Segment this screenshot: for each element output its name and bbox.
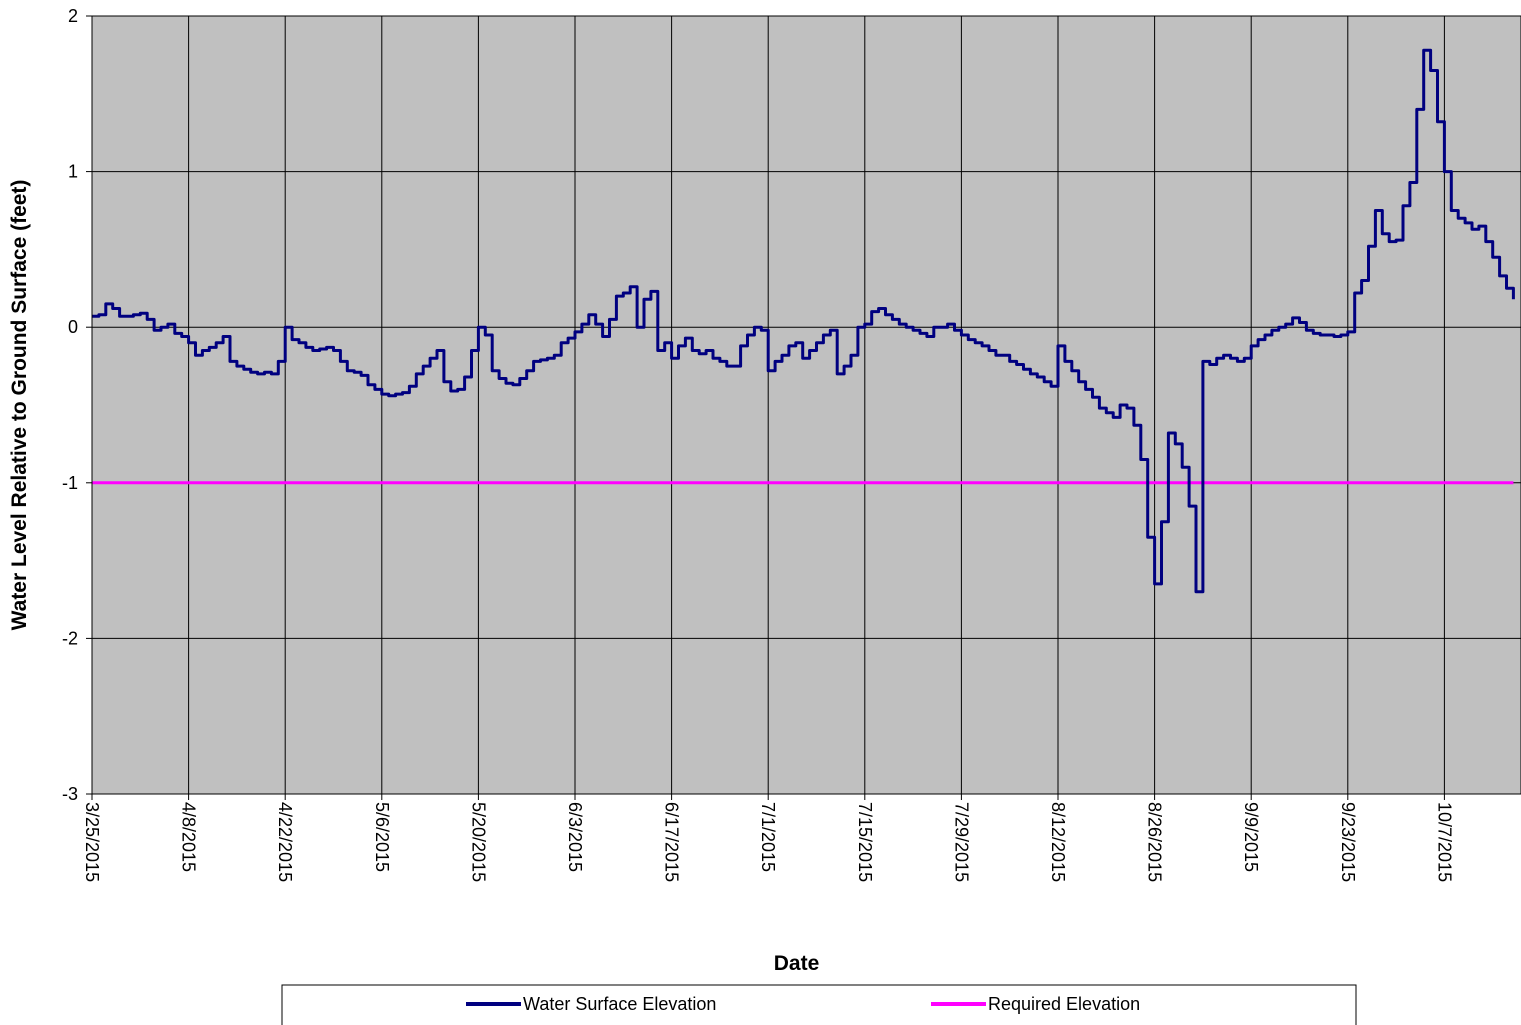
x-tick-label: 5/6/2015 [372, 802, 392, 872]
x-tick-label: 7/29/2015 [951, 802, 971, 882]
x-tick-label: 7/15/2015 [855, 802, 875, 882]
x-tick-label: 6/17/2015 [662, 802, 682, 882]
x-tick-label: 8/26/2015 [1145, 802, 1165, 882]
x-tick-label: 4/8/2015 [179, 802, 199, 872]
y-tick-label: -1 [62, 473, 78, 493]
x-axis-title: Date [774, 952, 820, 975]
x-tick-label: 6/3/2015 [565, 802, 585, 872]
plot-border [91, 15, 1521, 795]
x-tick-label: 7/1/2015 [758, 802, 778, 872]
legend-label-required: Required Elevation [988, 994, 1140, 1014]
legend-box [281, 984, 1357, 1025]
x-axis-ticks: 3/25/2015 4/8/2015 4/22/2015 5/6/2015 5/20/2… [82, 794, 1454, 882]
x-gridlines [91, 16, 1445, 794]
y-axis-ticks: 2 1 0 -1 -2 -3 [62, 6, 92, 804]
y-tick-label: 0 [68, 317, 78, 337]
x-tick-label: 5/20/2015 [468, 802, 488, 882]
y-tick-label: 1 [68, 162, 78, 182]
x-tick-label: 3/25/2015 [82, 802, 102, 882]
series-line-water-surface-elevation [92, 48, 1515, 594]
y-tick-label: 2 [68, 6, 78, 26]
y-tick-label: -3 [62, 784, 78, 804]
y-tick-label: -2 [62, 628, 78, 648]
x-tick-label: 9/23/2015 [1338, 802, 1358, 882]
x-tick-label: 8/12/2015 [1048, 802, 1068, 882]
x-tick-label: 4/22/2015 [275, 802, 295, 882]
plot-area [92, 16, 1521, 794]
y-axis-title: Water Level Relative to Ground Surface (… [8, 180, 31, 631]
x-tick-label: 10/7/2015 [1434, 802, 1454, 882]
legend: Water Surface Elevation Required Elevati… [281, 984, 1357, 1025]
series-layer [92, 48, 1515, 594]
x-tick-label: 9/9/2015 [1241, 802, 1261, 872]
legend-label-water-surface: Water Surface Elevation [523, 994, 716, 1014]
